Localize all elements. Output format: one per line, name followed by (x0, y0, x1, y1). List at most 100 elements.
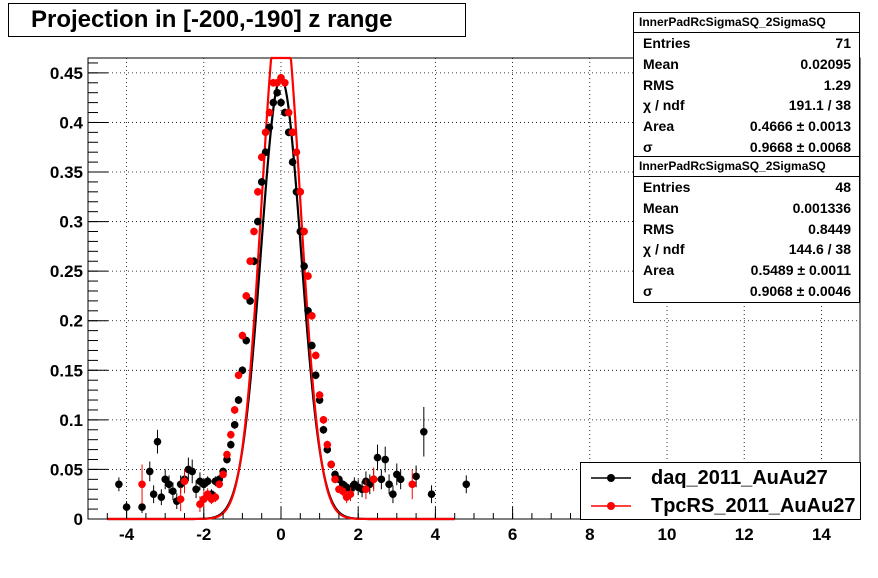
data-point (319, 416, 328, 424)
y-tick-label: 0.2 (59, 312, 83, 331)
data-point (115, 480, 123, 489)
data-point (427, 490, 436, 499)
data-point (420, 427, 428, 436)
stats-label: RMS (643, 220, 675, 237)
series-daq_2011_AuAu27 (115, 88, 471, 514)
data-point (323, 440, 332, 449)
stats-label: Mean (643, 199, 679, 216)
y-tick-label: 0.05 (50, 460, 83, 479)
stats-label: Area (643, 262, 675, 279)
data-point (300, 262, 308, 270)
x-tick-label: -2 (196, 525, 211, 544)
data-point (296, 188, 305, 196)
stats-row-chi2: χ / ndf 144.6 / 38 (634, 239, 859, 260)
data-point (230, 421, 239, 429)
stats-label: χ / ndf (643, 241, 685, 258)
data-point (230, 406, 239, 414)
data-point (338, 487, 347, 496)
stats-value: 0.001336 (792, 199, 851, 216)
chart-title: Projection in [-200,-190] z range (8, 3, 466, 37)
data-point (250, 227, 258, 236)
legend-entry-tpcrs: TpcRS_2011_AuAu27 (581, 492, 860, 520)
data-point (238, 331, 247, 340)
stats-row-area: Area 0.4666 ± 0.0013 (634, 116, 859, 137)
stats-row-mean: Mean 0.001336 (634, 198, 859, 219)
data-point (284, 108, 293, 117)
y-tick-label: 0.3 (59, 213, 83, 232)
data-point (281, 78, 289, 87)
data-point (292, 148, 301, 156)
data-point (311, 371, 320, 380)
data-point (311, 351, 320, 360)
data-point (277, 98, 285, 107)
stats-row-chi2: χ / ndf 191.1 / 38 (634, 95, 859, 116)
data-point (257, 153, 266, 161)
x-tick-label: 12 (735, 525, 754, 544)
data-point (246, 257, 254, 266)
data-point (254, 217, 262, 226)
stats-label: Entries (643, 179, 691, 195)
x-tick-label: 10 (658, 525, 677, 544)
x-tick-label: 8 (585, 525, 594, 544)
stats-value: 0.02095 (800, 55, 851, 72)
stats-box-2: InnerPadRcSigmaSQ_2SigmaSQ Entries 48 Mea… (633, 156, 860, 303)
data-point (462, 480, 471, 489)
data-point (227, 430, 235, 439)
data-series (115, 73, 471, 514)
data-point (215, 480, 224, 489)
data-point (188, 467, 197, 476)
data-point (145, 467, 154, 476)
grid (88, 58, 860, 520)
data-point (227, 440, 235, 449)
series-TpcRS_2011_AuAu27 (138, 73, 417, 513)
stats-label: Area (643, 118, 675, 135)
stats-value: 144.6 / 38 (788, 241, 851, 258)
legend-entry-daq: daq_2011_AuAu27 (581, 464, 860, 492)
data-point (396, 475, 405, 484)
data-point (192, 485, 200, 494)
stats-value: 1.29 (823, 76, 851, 93)
stats-label: Mean (643, 55, 679, 72)
y-tick-label: 0.45 (50, 64, 83, 83)
y-tick-label: 0.1 (59, 411, 83, 430)
data-point (138, 480, 146, 489)
stats-value: 48 (835, 179, 851, 195)
stats-row-rms: RMS 1.29 (634, 75, 859, 96)
stats-label: RMS (643, 76, 675, 93)
legend-label: daq_2011_AuAu27 (651, 467, 828, 489)
data-point (389, 490, 397, 499)
stats-value: 0.9668 ± 0.0068 (749, 138, 851, 155)
stats-label: χ / ndf (643, 97, 685, 114)
y-tick-label: 0.15 (50, 361, 83, 380)
data-point (408, 480, 417, 489)
data-point (234, 371, 243, 380)
data-point (319, 425, 328, 434)
data-point (381, 455, 390, 464)
data-point (176, 495, 185, 503)
stats-row-area: Area 0.5489 ± 0.0011 (634, 260, 859, 281)
data-point (273, 88, 281, 97)
x-tick-label: -4 (119, 525, 135, 544)
data-point (377, 475, 386, 484)
data-point (269, 98, 278, 107)
data-point (369, 475, 378, 484)
data-point (138, 503, 146, 511)
stats-row-entries: Entries 71 (634, 33, 859, 54)
x-tick-label: 0 (276, 525, 285, 544)
data-point (169, 487, 177, 496)
stats-value: 0.4666 ± 0.0013 (749, 118, 851, 135)
data-point (223, 450, 231, 459)
data-point (254, 188, 262, 196)
data-point (327, 460, 335, 469)
stats-label: σ (643, 282, 653, 299)
y-tick-label: 0.35 (50, 163, 83, 182)
legend-label: TpcRS_2011_AuAu27 (651, 495, 856, 517)
data-point (219, 470, 227, 479)
x-tick-label: 2 (353, 525, 362, 544)
data-point (304, 272, 312, 280)
stats-row-entries: Entries 48 (634, 177, 859, 198)
stats-value: 191.1 / 38 (788, 97, 851, 114)
data-point (203, 477, 212, 486)
stats-value: 0.9068 ± 0.0046 (749, 282, 851, 299)
data-point (385, 480, 393, 489)
